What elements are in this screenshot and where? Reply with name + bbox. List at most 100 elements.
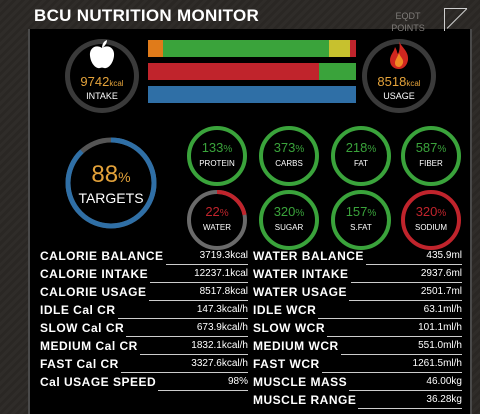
stat-underline [149,300,248,301]
stat-value: 435.9ml [426,250,462,261]
stat-value: 101.1ml/h [418,322,462,333]
stat-row: FAST WCR 1261.5ml/h [253,357,462,375]
stat-row: WATER BALANCE 435.9ml [253,249,462,267]
nutrient-ring-fat: 218% FAT [330,125,392,187]
stat-value: 2937.6ml [420,268,462,279]
stat-label: Cal USAGE SPEED [40,375,157,389]
stat-value: 1261.5ml/h [412,358,462,369]
stat-row: Cal USAGE SPEED 98% [40,375,248,393]
nutrient-label: FIBER [419,159,443,168]
stat-label: MUSCLE MASS [253,375,348,389]
stat-value: 2501.7ml [420,286,462,297]
stat-row: WATER USAGE 2501.7ml [253,285,462,303]
stat-underline [358,408,462,409]
stat-label: MEDIUM Cal CR [40,339,138,353]
targets-ring: 88% TARGETS [61,133,161,233]
stat-label: FAST WCR [253,357,320,371]
targets-unit: % [118,169,131,185]
stat-value: 3327.6kcal/h [191,358,248,369]
bar-segment [148,40,163,57]
intake-ring-graphic [65,39,139,113]
stat-value: 3719.3kcal [199,250,248,261]
stat-row: CALORIE BALANCE 3719.3kcal [40,249,248,267]
nutrient-value: 373% [273,140,305,155]
stat-underline [118,318,248,319]
nutrient-value: 587% [415,140,447,155]
nutrient-value: 320% [415,204,447,219]
stat-underline [349,300,462,301]
stat-row: SLOW Cal CR 673.9kcal/h [40,321,248,339]
stat-underline [349,390,462,391]
bar-segment [162,40,329,57]
stat-label: IDLE WCR [253,303,317,317]
intake-value: 9742 [80,74,110,89]
nutrient-ring-protein: 133% PROTEIN [186,125,248,187]
stat-row: CALORIE INTAKE 12237.1kcal [40,267,248,285]
nutrient-label: S.FAT [350,223,372,232]
stat-row: MEDIUM WCR 551.0ml/h [253,339,462,357]
stat-row: IDLE WCR 63.1ml/h [253,303,462,321]
stat-row: MUSCLE MASS 46.00kg [253,375,462,393]
stat-underline [126,336,248,337]
nutrient-label: CARBS [275,159,303,168]
stat-label: IDLE Cal CR [40,303,116,317]
stat-underline [341,354,462,355]
stat-row: MUSCLE RANGE 36.28kg [253,393,462,411]
stat-underline [318,318,462,319]
stat-label: MEDIUM WCR [253,339,339,353]
stat-value: 8517.8kcal [199,286,248,297]
nutrient-ring-sfat: 157% S.FAT [330,189,392,251]
stat-underline [327,336,462,337]
stat-value: 551.0ml/h [418,340,462,351]
stat-value: 98% [227,376,248,387]
stat-underline [351,282,462,283]
balance-bars [148,40,356,109]
stat-label: SLOW WCR [253,321,325,335]
nutrient-ring-sugar: 320% SUGAR [258,189,320,251]
stat-value: 12237.1kcal [194,268,248,279]
stat-underline [121,372,248,373]
bar-segment [148,63,319,80]
stat-underline [150,282,248,283]
usage-ring: 8518kcal USAGE [360,37,438,115]
stat-value: 46.00kg [426,376,462,387]
bar-segment [318,63,356,80]
nutrient-label: FAT [353,159,369,168]
stat-label: WATER USAGE [253,285,347,299]
usage-label: USAGE [383,91,415,101]
nutrient-ring-fiber: 587% FIBER [400,125,462,187]
nutrient-label: SUGAR [274,223,304,232]
stat-value: 1832.1kcal/h [191,340,248,351]
stat-label: CALORIE BALANCE [40,249,164,263]
stat-label: WATER INTAKE [253,267,349,281]
stat-underline [140,354,248,355]
flame-icon [390,41,409,69]
stat-row: SLOW WCR 101.1ml/h [253,321,462,339]
bar-segment [148,86,356,103]
stat-label: FAST Cal CR [40,357,119,371]
nutrient-value: 22% [205,204,229,219]
nutrient-label: WATER [203,223,231,232]
resize-corner-icon[interactable] [444,8,467,31]
window-title: BCU NUTRITION MONITOR [34,6,260,25]
stat-label: CALORIE USAGE [40,285,147,299]
intake-label: INTAKE [86,91,118,101]
nutrient-label: PROTEIN [199,159,235,168]
usage-ring-graphic [362,39,436,113]
stat-row: IDLE Cal CR 147.3kcal/h [40,303,248,321]
intake-ring: 9742kcal INTAKE [63,37,141,115]
targets-label: TARGETS [78,190,144,206]
corner-label: EQDT POINTS [391,11,425,33]
bar-segment [328,40,350,57]
stat-row: FAST Cal CR 3327.6kcal/h [40,357,248,375]
targets-value: 88 [91,161,119,188]
nutrient-value: 157% [345,204,377,219]
stat-row: WATER INTAKE 2937.6ml [253,267,462,285]
stat-underline [322,372,462,373]
nutrient-ring-carbs: 373% CARBS [258,125,320,187]
apple-icon [89,40,115,69]
balance-bar-1 [148,40,356,57]
nutrient-label: SODIUM [415,223,447,232]
stat-label: CALORIE INTAKE [40,267,149,281]
balance-bar-2 [148,63,356,80]
